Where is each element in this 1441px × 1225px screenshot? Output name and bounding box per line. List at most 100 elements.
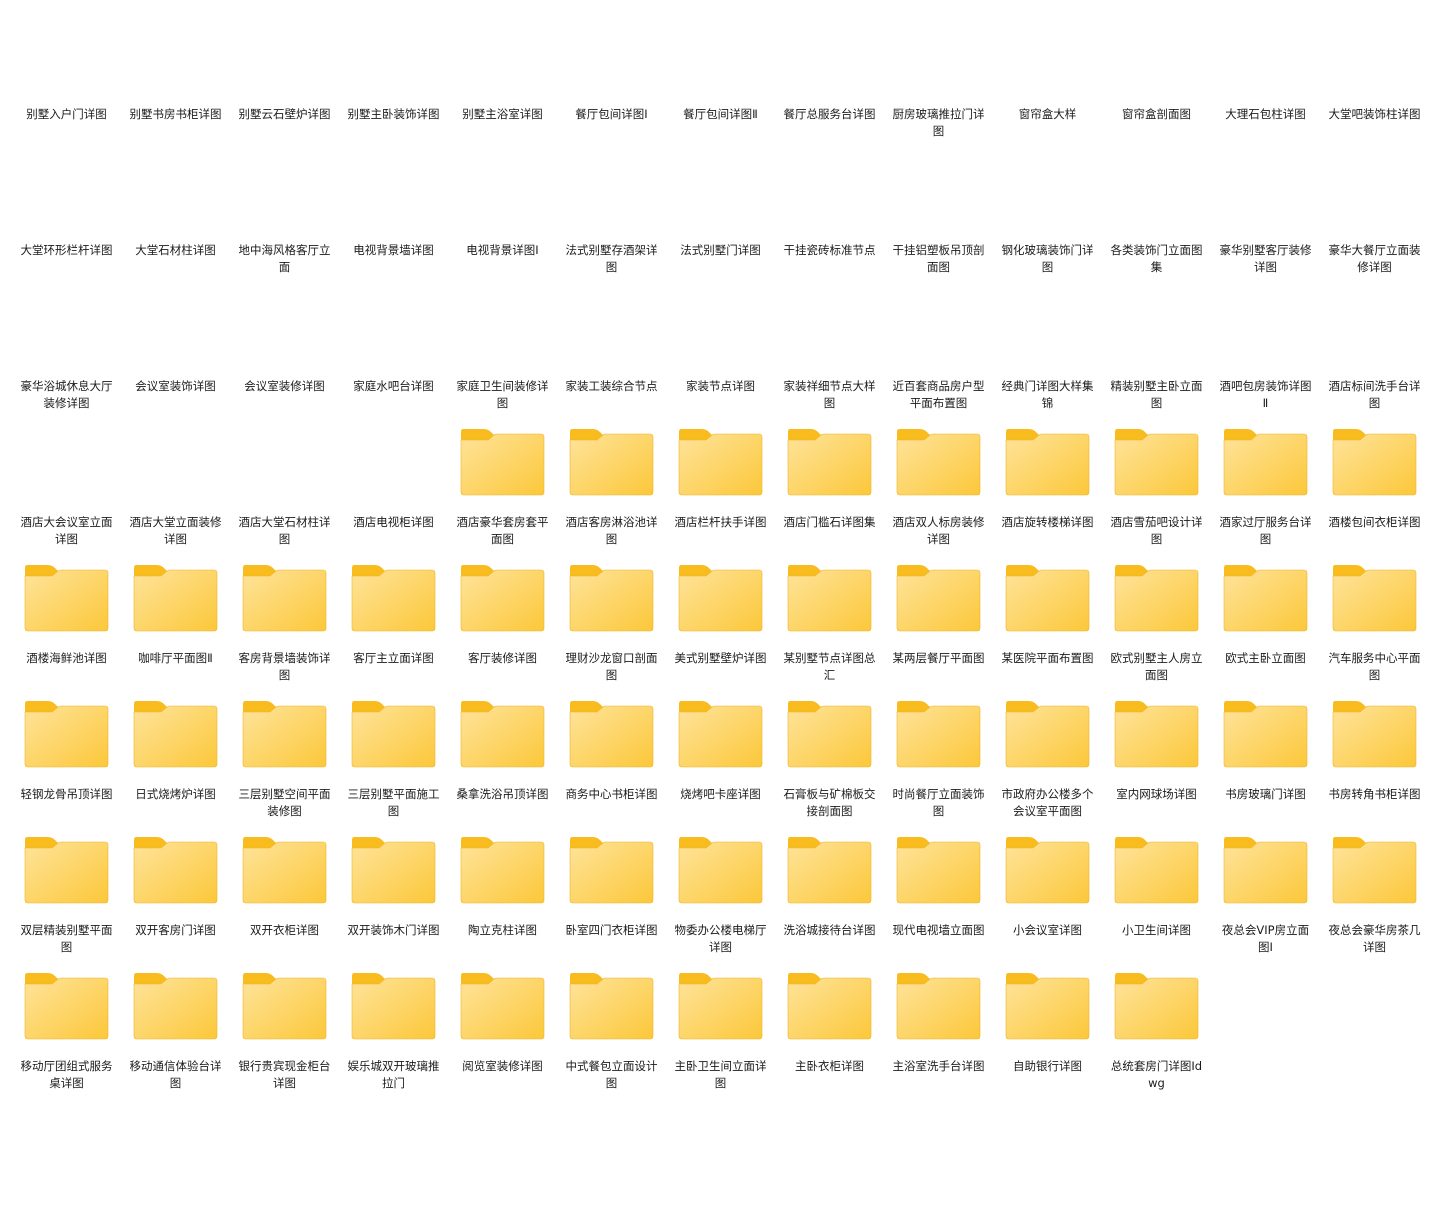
folder-item[interactable]: 大堂石材柱详图 bbox=[121, 152, 230, 288]
folder-item[interactable]: 别墅云石壁炉详图 bbox=[230, 16, 339, 152]
folder-item[interactable]: 豪华浴城休息大厅装修详图 bbox=[12, 288, 121, 424]
folder-item[interactable]: 时尚餐厅立面装饰图 bbox=[884, 696, 993, 832]
folder-item[interactable]: 三层别墅平面施工图 bbox=[339, 696, 448, 832]
folder-item[interactable]: 家庭卫生间装修详图 bbox=[448, 288, 557, 424]
folder-item[interactable]: 移动厅团组式服务桌详图 bbox=[12, 968, 121, 1104]
folder-item[interactable]: 双开衣柜详图 bbox=[230, 832, 339, 968]
folder-item[interactable]: 别墅书房书柜详图 bbox=[121, 16, 230, 152]
folder-item[interactable]: 电视背景墙详图 bbox=[339, 152, 448, 288]
folder-item[interactable]: 咖啡厅平面图Ⅱ bbox=[121, 560, 230, 696]
folder-item[interactable]: 双层精装别墅平面图 bbox=[12, 832, 121, 968]
folder-item[interactable]: 酒店大会议室立面详图 bbox=[12, 424, 121, 560]
folder-item[interactable]: 陶立克柱详图 bbox=[448, 832, 557, 968]
folder-item[interactable]: 客厅装修详图 bbox=[448, 560, 557, 696]
folder-item[interactable]: 家庭水吧台详图 bbox=[339, 288, 448, 424]
folder-item[interactable]: 娱乐城双开玻璃推拉门 bbox=[339, 968, 448, 1104]
folder-item[interactable]: 小会议室详图 bbox=[993, 832, 1102, 968]
folder-item[interactable]: 窗帘盒剖面图 bbox=[1102, 16, 1211, 152]
folder-item[interactable]: 别墅主浴室详图 bbox=[448, 16, 557, 152]
folder-item[interactable]: 双开客房门详图 bbox=[121, 832, 230, 968]
folder-item[interactable]: 烧烤吧卡座详图 bbox=[666, 696, 775, 832]
folder-item[interactable]: 酒店大堂立面装修详图 bbox=[121, 424, 230, 560]
folder-item[interactable]: 客厅主立面详图 bbox=[339, 560, 448, 696]
folder-item[interactable]: 法式别墅门详图 bbox=[666, 152, 775, 288]
folder-item[interactable]: 厨房玻璃推拉门详图 bbox=[884, 16, 993, 152]
folder-item[interactable]: 酒店豪华套房套平面图 bbox=[448, 424, 557, 560]
folder-item[interactable]: 经典门详图大样集锦 bbox=[993, 288, 1102, 424]
folder-item[interactable]: 书房转角书柜详图 bbox=[1320, 696, 1429, 832]
folder-item[interactable]: 卧室四门衣柜详图 bbox=[557, 832, 666, 968]
folder-item[interactable]: 地中海风格客厅立面 bbox=[230, 152, 339, 288]
folder-item[interactable]: 餐厅总服务台详图 bbox=[775, 16, 884, 152]
folder-item[interactable]: 某两层餐厅平面图 bbox=[884, 560, 993, 696]
folder-item[interactable]: 日式烧烤炉详图 bbox=[121, 696, 230, 832]
folder-item[interactable]: 电视背景详图Ⅰ bbox=[448, 152, 557, 288]
folder-item[interactable]: 市政府办公楼多个会议室平面图 bbox=[993, 696, 1102, 832]
folder-item[interactable]: 汽车服务中心平面图 bbox=[1320, 560, 1429, 696]
folder-item[interactable]: 家装工装综合节点 bbox=[557, 288, 666, 424]
folder-item[interactable]: 欧式别墅主人房立面图 bbox=[1102, 560, 1211, 696]
folder-item[interactable]: 主卧卫生间立面详图 bbox=[666, 968, 775, 1104]
folder-item[interactable]: 总统套房门详图Ⅰdwg bbox=[1102, 968, 1211, 1104]
folder-item[interactable]: 法式别墅存酒架详图 bbox=[557, 152, 666, 288]
folder-item[interactable]: 会议室装饰详图 bbox=[121, 288, 230, 424]
folder-item[interactable]: 会议室装修详图 bbox=[230, 288, 339, 424]
folder-item[interactable]: 酒店客房淋浴池详图 bbox=[557, 424, 666, 560]
folder-item[interactable]: 轻钢龙骨吊顶详图 bbox=[12, 696, 121, 832]
folder-item[interactable]: 别墅主卧装饰详图 bbox=[339, 16, 448, 152]
folder-item[interactable]: 物委办公楼电梯厅详图 bbox=[666, 832, 775, 968]
folder-item[interactable]: 近百套商品房户型平面布置图 bbox=[884, 288, 993, 424]
folder-item[interactable]: 某别墅节点详图总汇 bbox=[775, 560, 884, 696]
folder-item[interactable]: 酒楼海鲜池详图 bbox=[12, 560, 121, 696]
folder-item[interactable]: 美式别墅壁炉详图 bbox=[666, 560, 775, 696]
folder-item[interactable]: 书房玻璃门详图 bbox=[1211, 696, 1320, 832]
folder-item[interactable]: 客房背景墙装饰详图 bbox=[230, 560, 339, 696]
folder-item[interactable]: 酒店门槛石详图集 bbox=[775, 424, 884, 560]
folder-item[interactable]: 豪华别墅客厅装修详图 bbox=[1211, 152, 1320, 288]
folder-item[interactable]: 别墅入户门详图 bbox=[12, 16, 121, 152]
folder-item[interactable]: 大堂吧装饰柱详图 bbox=[1320, 16, 1429, 152]
folder-item[interactable]: 现代电视墙立面图 bbox=[884, 832, 993, 968]
folder-item[interactable]: 某医院平面布置图 bbox=[993, 560, 1102, 696]
folder-item[interactable]: 各类装饰门立面图集 bbox=[1102, 152, 1211, 288]
folder-item[interactable]: 酒家过厅服务台详图 bbox=[1211, 424, 1320, 560]
folder-item[interactable]: 酒楼包间衣柜详图 bbox=[1320, 424, 1429, 560]
folder-item[interactable]: 自助银行详图 bbox=[993, 968, 1102, 1104]
folder-item[interactable]: 三层别墅空间平面装修图 bbox=[230, 696, 339, 832]
folder-item[interactable]: 银行贵宾现金柜台详图 bbox=[230, 968, 339, 1104]
folder-item[interactable]: 酒店旋转楼梯详图 bbox=[993, 424, 1102, 560]
folder-item[interactable]: 商务中心书柜详图 bbox=[557, 696, 666, 832]
folder-item[interactable]: 酒店双人标房装修详图 bbox=[884, 424, 993, 560]
folder-item[interactable]: 酒店标间洗手台详图 bbox=[1320, 288, 1429, 424]
folder-item[interactable]: 酒店电视柜详图 bbox=[339, 424, 448, 560]
folder-item[interactable]: 酒店大堂石材柱详图 bbox=[230, 424, 339, 560]
folder-item[interactable]: 欧式主卧立面图 bbox=[1211, 560, 1320, 696]
folder-item[interactable]: 桑拿洗浴吊顶详图 bbox=[448, 696, 557, 832]
folder-item[interactable]: 钢化玻璃装饰门详图 bbox=[993, 152, 1102, 288]
folder-item[interactable]: 窗帘盒大样 bbox=[993, 16, 1102, 152]
folder-item[interactable]: 酒店栏杆扶手详图 bbox=[666, 424, 775, 560]
folder-item[interactable]: 大理石包柱详图 bbox=[1211, 16, 1320, 152]
folder-item[interactable]: 主卧衣柜详图 bbox=[775, 968, 884, 1104]
folder-item[interactable]: 酒吧包房装饰详图Ⅱ bbox=[1211, 288, 1320, 424]
folder-item[interactable]: 豪华大餐厅立面装修详图 bbox=[1320, 152, 1429, 288]
folder-item[interactable]: 干挂铝塑板吊顶剖面图 bbox=[884, 152, 993, 288]
folder-item[interactable]: 餐厅包间详图Ⅱ bbox=[666, 16, 775, 152]
folder-item[interactable]: 家装节点详图 bbox=[666, 288, 775, 424]
folder-item[interactable]: 精装别墅主卧立面图 bbox=[1102, 288, 1211, 424]
folder-item[interactable]: 阅览室装修详图 bbox=[448, 968, 557, 1104]
folder-item[interactable]: 干挂瓷砖标准节点 bbox=[775, 152, 884, 288]
folder-item[interactable]: 双开装饰木门详图 bbox=[339, 832, 448, 968]
folder-item[interactable]: 移动通信体验台详图 bbox=[121, 968, 230, 1104]
folder-item[interactable]: 酒店雪茄吧设计详图 bbox=[1102, 424, 1211, 560]
folder-item[interactable]: 餐厅包间详图Ⅰ bbox=[557, 16, 666, 152]
folder-item[interactable]: 小卫生间详图 bbox=[1102, 832, 1211, 968]
folder-item[interactable]: 石膏板与矿棉板交接剖面图 bbox=[775, 696, 884, 832]
folder-item[interactable]: 家装祥细节点大样图 bbox=[775, 288, 884, 424]
folder-item[interactable]: 夜总会豪华房茶几详图 bbox=[1320, 832, 1429, 968]
folder-item[interactable]: 大堂环形栏杆详图 bbox=[12, 152, 121, 288]
folder-item[interactable]: 中式餐包立面设计图 bbox=[557, 968, 666, 1104]
folder-item[interactable]: 洗浴城接待台详图 bbox=[775, 832, 884, 968]
folder-item[interactable]: 夜总会VIP房立面图Ⅰ bbox=[1211, 832, 1320, 968]
folder-item[interactable]: 理财沙龙窗口剖面图 bbox=[557, 560, 666, 696]
